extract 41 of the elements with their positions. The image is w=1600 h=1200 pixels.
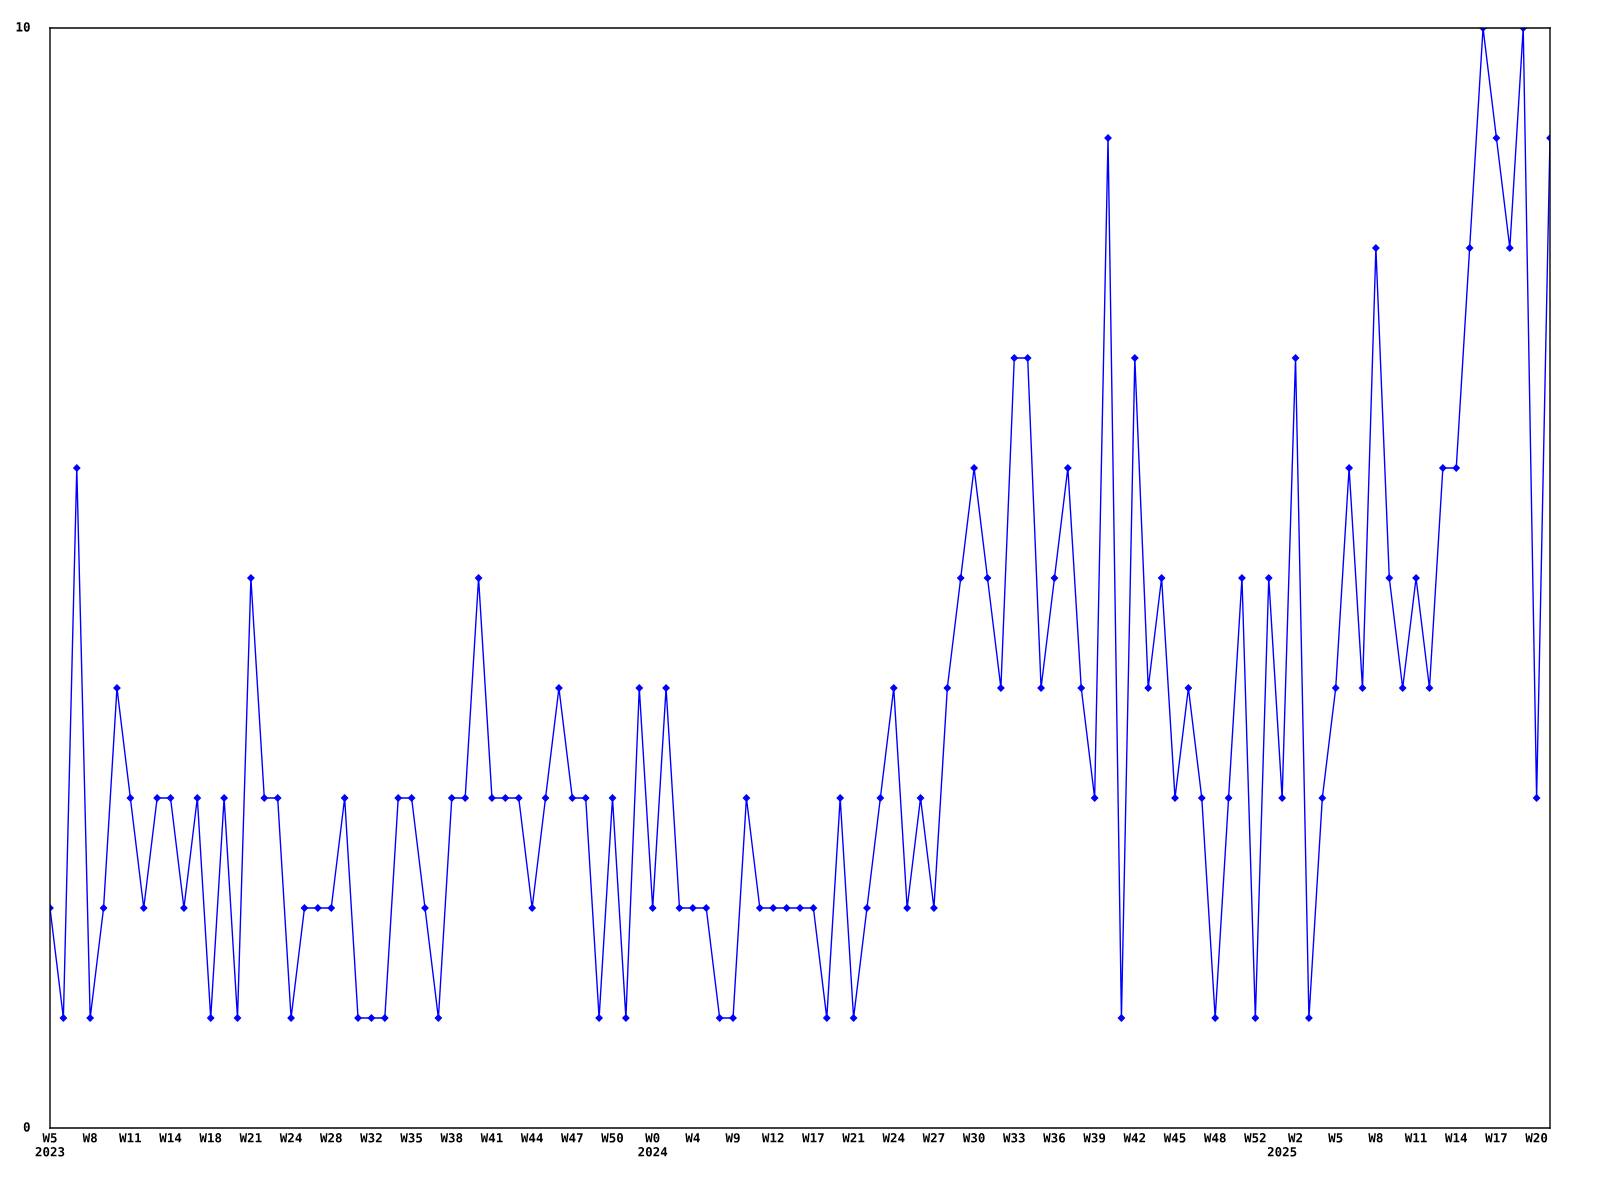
x-tick-label: W12 (761, 1133, 784, 1143)
x-tick-label: W5 (1328, 1133, 1343, 1143)
x-tick-label: W44 (520, 1133, 543, 1143)
x-tick-label: W5 2023 (35, 1133, 65, 1157)
x-tick-label: W41 (480, 1133, 503, 1143)
x-tick-label: W8 (1368, 1133, 1383, 1143)
x-tick-label: W11 (1404, 1133, 1427, 1143)
x-tick-label: W18 (199, 1133, 222, 1143)
x-tick-label: W45 (1163, 1133, 1186, 1143)
x-tick-label: W14 (1444, 1133, 1467, 1143)
x-tick-label: W33 (1003, 1133, 1025, 1143)
x-tick-label: W27 (922, 1133, 945, 1143)
x-tick-label: W24 (279, 1133, 302, 1143)
x-tick-label: W30 (962, 1133, 985, 1143)
x-tick-label: W8 (82, 1133, 97, 1143)
x-tick-label: W24 (882, 1133, 905, 1143)
x-tick-label: W50 (601, 1133, 624, 1143)
x-tick-label: W38 (440, 1133, 463, 1143)
x-tick-label: 2025 (1267, 1147, 1297, 1157)
x-tick-label: W21 (239, 1133, 262, 1143)
x-tick-label: W48 (1203, 1133, 1226, 1143)
y-tick-label: 0 (23, 1122, 30, 1132)
x-tick-label: W35 (400, 1133, 423, 1143)
y-tick-label: 10 (16, 22, 30, 32)
x-tick-label: W17 (1485, 1133, 1507, 1143)
x-tick-label: W4 (685, 1133, 700, 1143)
x-tick-label: W39 (1083, 1133, 1106, 1143)
x-tick-label: W28 (319, 1133, 342, 1143)
x-tick-label: W32 (360, 1133, 382, 1143)
x-tick-label: W0 2024 (638, 1133, 668, 1157)
x-tick-label: W47 (561, 1133, 583, 1143)
x-tick-label: W36 (1043, 1133, 1066, 1143)
x-tick-label: W2 (1288, 1133, 1303, 1143)
x-tick-label: W52 (1244, 1133, 1266, 1143)
x-tick-label: W20 (1525, 1133, 1548, 1143)
x-tick-label: W9 (725, 1133, 740, 1143)
x-tick-label: W11 (119, 1133, 142, 1143)
x-tick-label: W17 (802, 1133, 824, 1143)
x-tick-label: W21 (842, 1133, 865, 1143)
x-tick-label: W14 (159, 1133, 182, 1143)
x-tick-label: W42 (1123, 1133, 1146, 1143)
